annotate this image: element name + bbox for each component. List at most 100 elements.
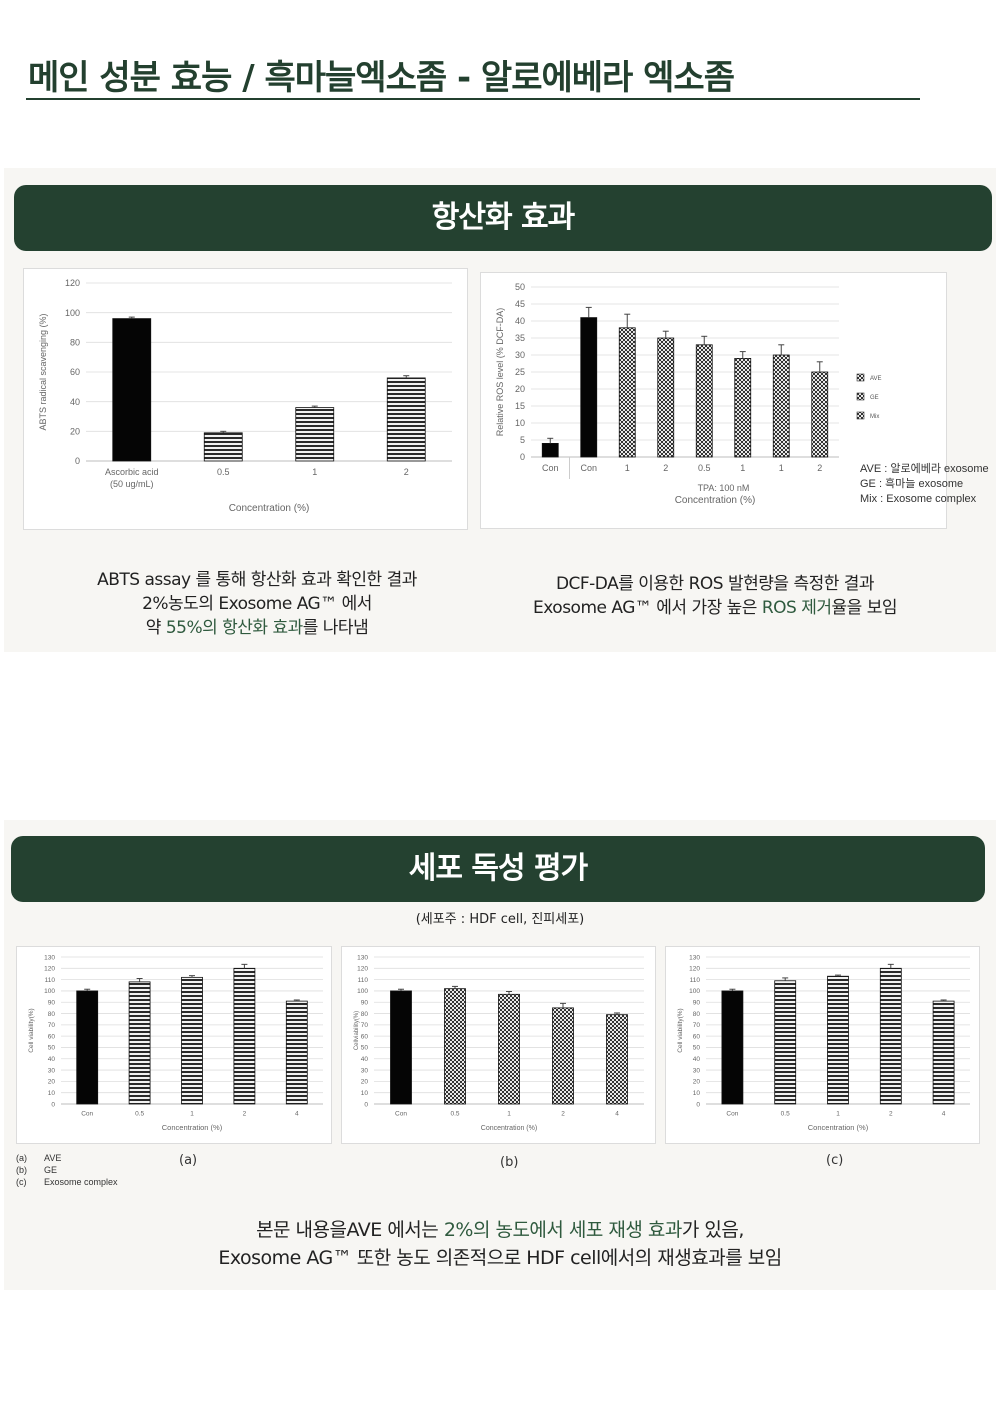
legend-note-mix: Mix : Exosome complex bbox=[860, 493, 977, 505]
panel-key-c: (c) Exosome complex bbox=[16, 1176, 118, 1188]
x-tick-label: 0.5 bbox=[781, 1111, 790, 1118]
dcf-chart: 0 5 10 15 20 25 30 35 40 45 50 Con Con 1 2 0.5 1 1 2 TPA: 1… bbox=[495, 282, 882, 506]
x-axis-title: Concentration (%) bbox=[229, 503, 310, 514]
cyto-chart-a-panel: 0 10 20 30 40 50 60 70 80 90 100 110 120 130 Con 0.5 1 2 4… bbox=[16, 946, 332, 1144]
panel-key-a-letter: (a) bbox=[16, 1153, 27, 1163]
x-tick-label: 1 bbox=[836, 1111, 840, 1118]
x-tick-label: 1 bbox=[779, 463, 784, 473]
bar bbox=[181, 976, 203, 1105]
panel-key-legend: (a) AVE (b) GE (c) Exosome complex bbox=[16, 1152, 118, 1188]
y-tick-label: 120 bbox=[44, 966, 55, 973]
dcf-caption-line2: Exosome AG™ 에서 가장 높은 ROS 제거율을 보임 bbox=[515, 596, 915, 620]
bar bbox=[811, 371, 829, 458]
y-tick-label: 100 bbox=[44, 988, 55, 995]
x-axis-title: Concentration (%) bbox=[162, 1123, 223, 1132]
panel-key-c-label: Exosome complex bbox=[44, 1177, 118, 1187]
abts-chart: 0 20 40 60 80 100 120 Ascorbic acid (50 ug/mL) 0.… bbox=[38, 278, 452, 514]
y-tick-label: 10 bbox=[361, 1090, 369, 1097]
tpa-note: TPA: 100 nM bbox=[698, 483, 750, 493]
y-tick-label: 130 bbox=[689, 954, 700, 961]
y-tick-label: 60 bbox=[693, 1033, 701, 1040]
cyto-chart-c: 0 10 20 30 40 50 60 70 80 90 100 110 120 130 Con 0.5 1 2 4… bbox=[677, 954, 970, 1132]
y-tick-label: 0 bbox=[75, 456, 80, 466]
legend-label: Mix bbox=[870, 414, 879, 420]
y-tick-label: 20 bbox=[70, 426, 80, 436]
x-tick-label: 2 bbox=[889, 1111, 893, 1118]
legend-swatch bbox=[856, 373, 865, 382]
y-tick-label: 120 bbox=[357, 966, 368, 973]
x-tick-label: 1 bbox=[312, 467, 317, 477]
y-tick-label: 60 bbox=[70, 367, 80, 377]
bar bbox=[444, 988, 466, 1105]
cytotoxicity-caption: 본문 내용을AVE 에서는 2%의 농도에서 세포 재생 효과가 있음, Exo… bbox=[0, 1216, 1000, 1272]
y-tick-label: 60 bbox=[361, 1033, 369, 1040]
y-tick-label: 50 bbox=[48, 1045, 56, 1052]
y-tick-label: 30 bbox=[693, 1067, 701, 1074]
y-tick-label: 50 bbox=[361, 1045, 369, 1052]
x-tick-label: 2 bbox=[663, 463, 668, 473]
bar bbox=[721, 990, 744, 1105]
y-tick-label: 20 bbox=[515, 384, 525, 394]
y-tick-label: 5 bbox=[520, 435, 525, 445]
y-tick-label: 90 bbox=[48, 1000, 56, 1007]
y-tick-label: 110 bbox=[690, 977, 701, 984]
panel-key-a-label: AVE bbox=[44, 1153, 62, 1163]
bar bbox=[657, 337, 675, 458]
x-tick-label: 2 bbox=[817, 463, 822, 473]
cyto-chart-a: 0 10 20 30 40 50 60 70 80 90 100 110 120 130 Con 0.5 1 2 4… bbox=[28, 954, 323, 1132]
legend-note-ave: AVE : 알로에베라 exosome bbox=[860, 463, 989, 475]
y-axis-title: ABTS radical scavenging (%) bbox=[38, 313, 48, 430]
x-tick-label: Con bbox=[395, 1111, 407, 1118]
panel-key-b: (b) GE bbox=[16, 1164, 118, 1176]
cyto-caption-line1-pre: 본문 내용을AVE 에서는 bbox=[256, 1219, 444, 1241]
abts-caption-line3-pre: 약 bbox=[145, 618, 166, 638]
y-tick-label: 40 bbox=[693, 1056, 701, 1063]
bar bbox=[827, 975, 849, 1105]
bar bbox=[295, 407, 335, 462]
y-tick-label: 70 bbox=[361, 1022, 369, 1029]
y-tick-label: 25 bbox=[515, 367, 525, 377]
y-tick-label: 70 bbox=[693, 1022, 701, 1029]
x-tick-label: 2 bbox=[404, 467, 409, 477]
bar bbox=[541, 442, 559, 458]
dcf-caption-highlight: ROS 제거 bbox=[761, 598, 832, 618]
legend-label: GE bbox=[870, 395, 879, 401]
y-tick-label: 50 bbox=[693, 1045, 701, 1052]
y-tick-label: 90 bbox=[361, 1000, 369, 1007]
panel-key-a: (a) AVE bbox=[16, 1152, 118, 1164]
y-tick-label: 30 bbox=[515, 350, 525, 360]
dcf-caption-line2-post: 율을 보임 bbox=[831, 598, 898, 618]
abts-chart-panel: 0 20 40 60 80 100 120 Ascorbic acid (50 ug/mL) 0.… bbox=[23, 268, 468, 530]
abts-caption-line1: ABTS assay 를 통해 항산화 효과 확인한 결과 bbox=[97, 570, 417, 590]
bar bbox=[772, 354, 790, 458]
y-tick-label: 10 bbox=[693, 1090, 701, 1097]
x-tick-label: (50 ug/mL) bbox=[110, 479, 154, 489]
y-tick-label: 50 bbox=[515, 282, 525, 292]
x-tick-label: 0.5 bbox=[698, 463, 711, 473]
x-tick-label: Ascorbic acid bbox=[105, 467, 159, 477]
panel-label-b: (b) bbox=[500, 1155, 519, 1170]
panel-label-c: (c) bbox=[826, 1153, 844, 1168]
bar bbox=[76, 990, 99, 1105]
y-tick-label: 130 bbox=[357, 954, 368, 961]
y-tick-label: 60 bbox=[48, 1033, 56, 1040]
bar bbox=[386, 377, 426, 462]
bar bbox=[390, 990, 412, 1105]
bar bbox=[285, 1000, 308, 1105]
y-tick-label: 90 bbox=[693, 1000, 701, 1007]
y-tick-label: 100 bbox=[689, 988, 700, 995]
y-tick-label: 40 bbox=[361, 1056, 369, 1063]
y-tick-label: 40 bbox=[515, 316, 525, 326]
x-tick-label: 2 bbox=[561, 1111, 565, 1118]
x-tick-label: 0.5 bbox=[450, 1111, 459, 1118]
y-tick-label: 20 bbox=[693, 1079, 701, 1086]
y-tick-label: 80 bbox=[48, 1011, 56, 1018]
y-tick-label: 10 bbox=[515, 418, 525, 428]
y-tick-label: 120 bbox=[689, 966, 700, 973]
bar bbox=[552, 1007, 574, 1105]
y-tick-label: 100 bbox=[65, 308, 80, 318]
abts-caption-line3-post: 를 나타냄 bbox=[302, 618, 369, 638]
cyto-caption-line1-post: 가 있음, bbox=[681, 1219, 745, 1241]
bar bbox=[618, 327, 636, 458]
y-tick-label: 130 bbox=[44, 954, 55, 961]
